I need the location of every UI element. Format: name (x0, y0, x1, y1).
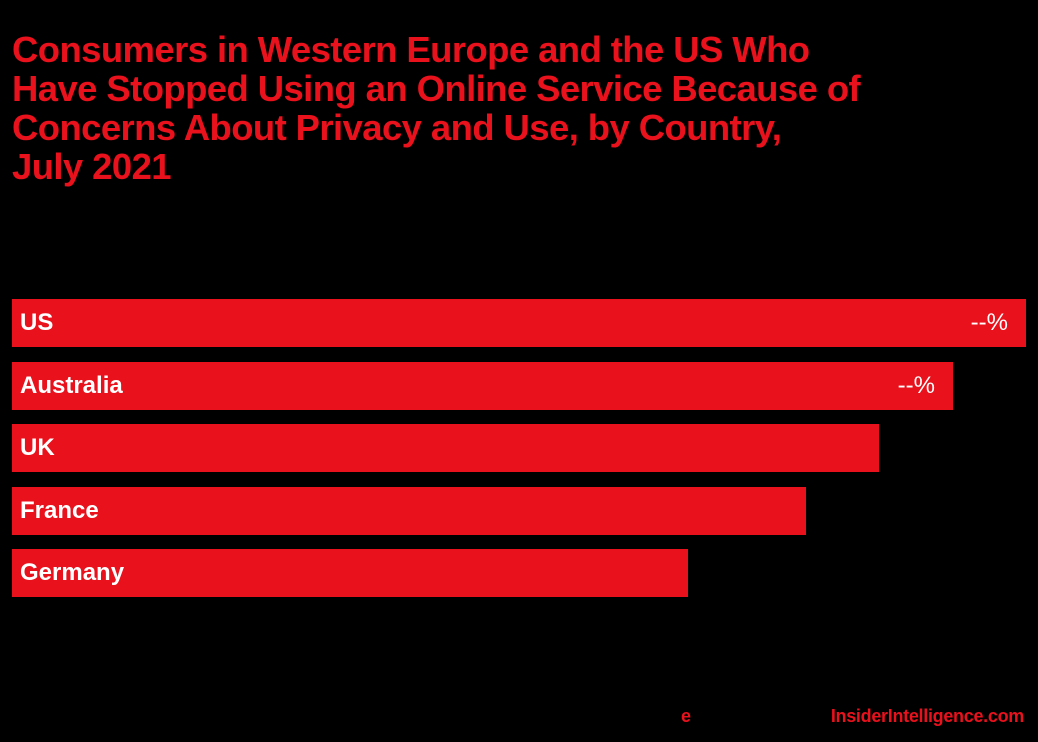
chart-title: Consumers in Western Europe and the US W… (12, 30, 1022, 186)
bar-label-australia: Australia (20, 371, 123, 399)
bar-label-france: France (20, 496, 99, 524)
bar-row-uk: UK (12, 424, 1026, 472)
bar-row-australia: Australia --% (12, 361, 1026, 410)
chart-title-line-4: July 2021 (12, 146, 172, 187)
source-link[interactable]: InsiderIntelligence.com (830, 706, 1024, 726)
bar-row-france: France (12, 486, 1026, 535)
bar-value-australia: --% (897, 371, 935, 399)
chart-title-line-3: Concerns About Privacy and Use, by Count… (12, 107, 782, 148)
bar-value-us: --% (970, 309, 1008, 336)
bar-australia: Australia --% (12, 361, 953, 410)
bar-label-uk: UK (20, 434, 55, 461)
bar-france: France (12, 486, 806, 535)
bar-row-us: US --% (12, 299, 1026, 347)
bar-us: US --% (12, 299, 1026, 347)
chart-title-line-1: Consumers in Western Europe and the US W… (12, 29, 810, 70)
emarketer-logo-icon: e (681, 706, 692, 726)
bar-label-us: US (20, 309, 54, 336)
chart-title-line-2: Have Stopped Using an Online Service Bec… (12, 68, 861, 109)
bar-row-germany: Germany (12, 549, 1026, 597)
bar-germany: Germany (12, 549, 688, 597)
bar-label-germany: Germany (20, 559, 125, 586)
bar-uk: UK (12, 424, 879, 472)
bar-chart: US --% Australia --% UK France Germany (12, 299, 1026, 612)
